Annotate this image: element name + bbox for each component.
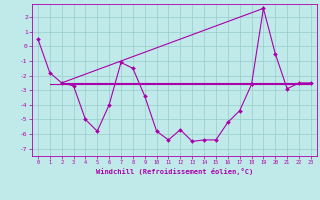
X-axis label: Windchill (Refroidissement éolien,°C): Windchill (Refroidissement éolien,°C) [96,168,253,175]
